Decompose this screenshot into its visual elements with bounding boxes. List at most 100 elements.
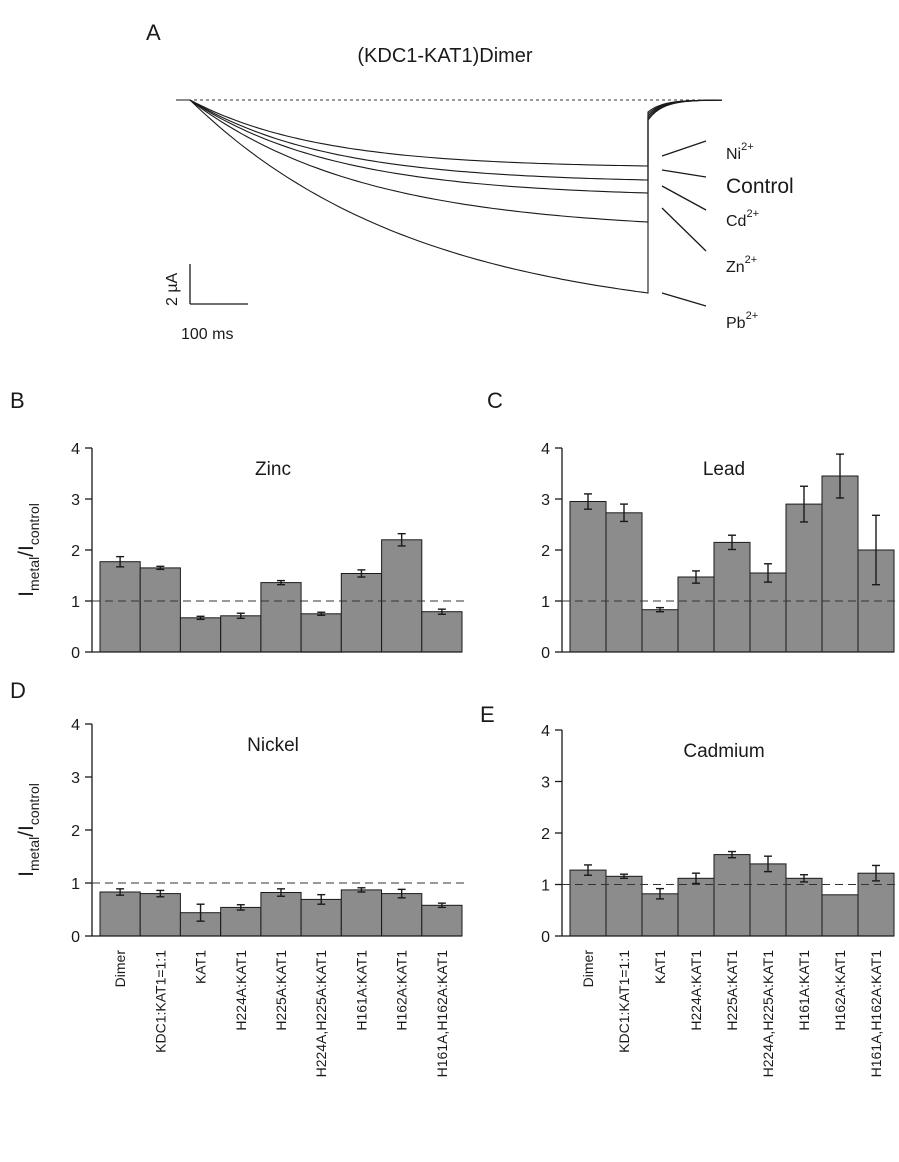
category-label-nickel-8: H161A,H162A:KAT1 xyxy=(434,950,450,1078)
bar-zinc-8 xyxy=(421,611,463,653)
error-bar-cadmium-3 xyxy=(692,872,700,885)
error-bar-nickel-3 xyxy=(236,904,245,911)
category-label-cadmium-6: H161A:KAT1 xyxy=(796,950,812,1031)
leader-line-ni xyxy=(661,140,707,157)
chart-title-lead: Lead xyxy=(703,459,745,480)
bar-cadmium-4 xyxy=(713,854,751,937)
y-tick-label-nickel-0: 0 xyxy=(71,929,80,946)
bar-lead-7 xyxy=(821,475,859,653)
leader-line-zn xyxy=(661,207,707,252)
y-tick-label-zinc-1: 1 xyxy=(71,594,80,611)
panel-letter-e: E xyxy=(480,702,495,727)
error-bar-lead-0 xyxy=(584,493,592,510)
bar-lead-0 xyxy=(569,501,607,653)
trace-label-pb-text: Pb2+ xyxy=(726,310,758,332)
leader-line-cd xyxy=(661,185,707,211)
bar-cadmium-5 xyxy=(749,863,787,937)
error-bar-nickel-6 xyxy=(357,887,366,893)
error-bar-nickel-1 xyxy=(156,889,165,898)
trace-label-zn: Zn2+ xyxy=(661,207,757,276)
error-bar-lead-1 xyxy=(620,503,628,523)
chart-title-cadmium: Cadmium xyxy=(683,741,764,762)
error-bar-cadmium-4 xyxy=(728,850,736,859)
category-label-cadmium-2: KAT1 xyxy=(652,950,668,984)
y-tick-label-zinc-3: 3 xyxy=(71,492,80,509)
panel-d-nickel: D Nickel 0 1 2 3 4 Dimer KDC1:KAT1=1:1 KAT1 H224A:… xyxy=(10,678,466,1077)
panel-a: A (KDC1-KAT1)Dimer Ni2+ Control Cd2+ Zn2… xyxy=(146,20,794,343)
category-label-cadmium-8: H161A,H162A:KAT1 xyxy=(868,950,884,1078)
bar-zinc-6 xyxy=(340,573,382,653)
bar-zinc-3 xyxy=(220,615,262,653)
y-tick-label-nickel-2: 2 xyxy=(71,823,80,840)
panel-letter-a: A xyxy=(146,20,161,45)
leader-line-control xyxy=(661,169,707,178)
y-tick-label-cadmium-4: 4 xyxy=(541,723,550,740)
y-axis-title-d: Imetal/Icontrol xyxy=(15,783,42,877)
category-label-cadmium-1: KDC1:KAT1=1:1 xyxy=(616,950,632,1053)
category-label-cadmium-4: H225A:KAT1 xyxy=(724,950,740,1031)
y-tick-label-nickel-1: 1 xyxy=(71,876,80,893)
panel-c-lead: C Lead 0 1 2 3 4 xyxy=(487,388,898,662)
ion-name-ni: Ni xyxy=(726,146,741,163)
error-bar-zinc-8 xyxy=(437,608,446,615)
bar-nickel-8 xyxy=(421,904,463,937)
error-bar-zinc-6 xyxy=(357,569,366,578)
current-trace-pb xyxy=(176,99,723,294)
y-tick-label-lead-0: 0 xyxy=(541,645,550,662)
error-bar-cadmium-5 xyxy=(764,855,772,873)
bar-zinc-5 xyxy=(300,613,342,653)
y-tick-label-zinc-4: 4 xyxy=(71,441,80,458)
current-trace-control xyxy=(176,99,722,181)
trace-label-cd: Cd2+ xyxy=(661,185,759,230)
y-tick-label-cadmium-3: 3 xyxy=(541,775,550,792)
error-bar-lead-2 xyxy=(656,606,664,613)
error-bar-zinc-7 xyxy=(397,532,406,547)
error-bar-zinc-5 xyxy=(317,611,326,616)
panel-letter-c: C xyxy=(487,388,503,413)
error-bar-nickel-2 xyxy=(196,903,205,922)
panel-letter-d: D xyxy=(10,678,26,703)
y-axis-title-b: Imetal/Icontrol xyxy=(15,503,42,597)
y-tick-label-lead-1: 1 xyxy=(541,594,550,611)
bar-nickel-3 xyxy=(220,906,262,937)
error-bar-zinc-0 xyxy=(116,555,125,568)
error-bar-lead-8 xyxy=(872,514,880,586)
bar-cadmium-3 xyxy=(677,877,715,937)
category-label-nickel-1: KDC1:KAT1=1:1 xyxy=(152,950,168,1053)
error-bar-lead-4 xyxy=(728,534,736,551)
error-bar-zinc-2 xyxy=(196,615,205,621)
current-trace-zn xyxy=(176,99,723,223)
bar-cadmium-6 xyxy=(785,877,823,937)
bar-cadmium-2 xyxy=(641,893,679,937)
bar-zinc-7 xyxy=(381,539,423,653)
error-bar-cadmium-8 xyxy=(872,864,880,882)
bar-cadmium-0 xyxy=(569,869,607,937)
error-bar-cadmium-2 xyxy=(656,887,664,900)
scale-current-label: 2 µA xyxy=(164,272,181,306)
error-bar-nickel-4 xyxy=(277,888,285,897)
y-tick-label-cadmium-1: 1 xyxy=(541,878,550,895)
panel-b-zinc: B Zinc 0 1 2 3 4 xyxy=(10,388,466,662)
trace-label-control-text: Control xyxy=(726,175,794,198)
panel-a-title: (KDC1-KAT1)Dimer xyxy=(357,45,533,67)
trace-label-zn-text: Zn2+ xyxy=(726,254,757,276)
bar-nickel-4 xyxy=(260,892,302,937)
trace-label-cd-text: Cd2+ xyxy=(726,208,759,230)
bar-lead-2 xyxy=(641,609,679,653)
current-trace-ni xyxy=(176,99,722,167)
bar-zinc-4 xyxy=(260,582,302,653)
error-bar-zinc-4 xyxy=(277,579,285,586)
y-tick-label-lead-3: 3 xyxy=(541,492,550,509)
trace-label-ni-text: Ni2+ xyxy=(726,141,754,163)
y-tick-label-zinc-2: 2 xyxy=(71,543,80,560)
bar-zinc-1 xyxy=(139,567,181,653)
error-bar-lead-7 xyxy=(836,453,844,499)
bar-lead-3 xyxy=(677,576,715,653)
error-bar-zinc-3 xyxy=(236,612,245,620)
error-bar-cadmium-1 xyxy=(620,873,628,880)
bar-cadmium-1 xyxy=(605,875,643,937)
panel-e-cadmium: E Cadmium 0 1 2 3 4 Dimer KDC1:KAT1=1:1 KAT1 H224A… xyxy=(480,702,898,1077)
y-tick-label-cadmium-2: 2 xyxy=(541,826,550,843)
current-traces xyxy=(176,99,723,294)
